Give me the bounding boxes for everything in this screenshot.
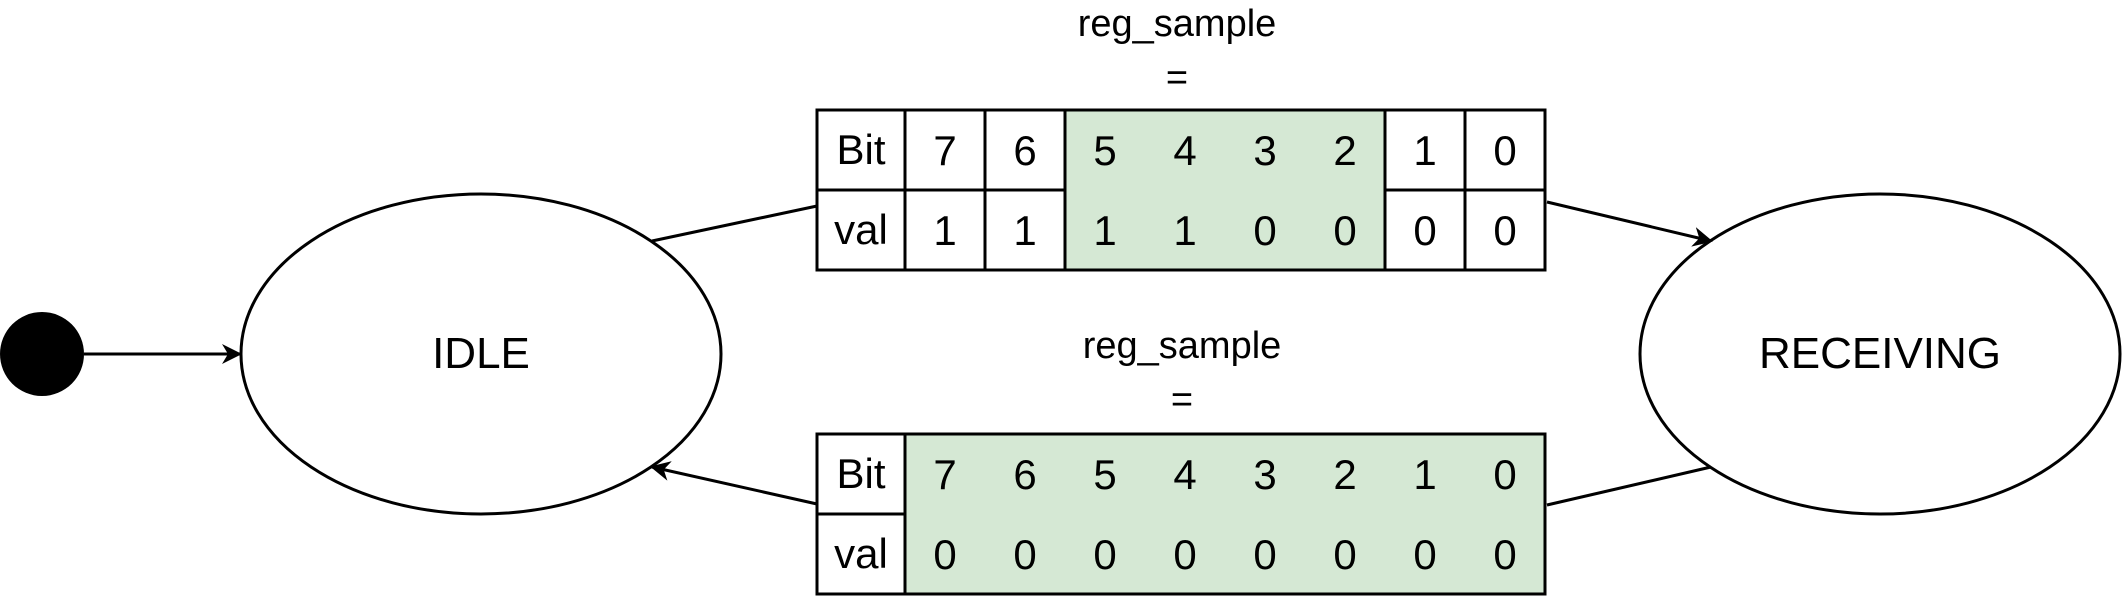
bottom-register-val-cell: 0 bbox=[1253, 531, 1276, 578]
top-register-bit-cell: 6 bbox=[1013, 127, 1036, 174]
top-register-bit-cell: 3 bbox=[1253, 127, 1276, 174]
bottom-register-row-header-val: val bbox=[834, 530, 888, 577]
state-idle: IDLE bbox=[239, 192, 723, 516]
top-register-row-header-bit: Bit bbox=[836, 126, 885, 173]
transition-table-to-idle-arrow bbox=[650, 461, 818, 506]
bottom-register-val-cell: 0 bbox=[933, 531, 956, 578]
bottom-register-val-cell: 0 bbox=[1333, 531, 1356, 578]
top-register-val-cell: 1 bbox=[1093, 207, 1116, 254]
top-register-highlight-block bbox=[1065, 110, 1385, 270]
top-register-val-cell: 1 bbox=[1013, 207, 1036, 254]
transition-receiving-to-table bbox=[1546, 465, 1712, 507]
top-register-val-cell: 0 bbox=[1253, 207, 1276, 254]
bottom-register-bit-cell: 2 bbox=[1333, 451, 1356, 498]
bottom-register-val-cell: 0 bbox=[1173, 531, 1196, 578]
transition-idle-to-table bbox=[651, 204, 818, 243]
top-register-bit-cell: 5 bbox=[1093, 127, 1116, 174]
top-register-val-cell: 1 bbox=[1173, 207, 1196, 254]
state-receiving: RECEIVING bbox=[1638, 192, 2122, 516]
state-idle-label: IDLE bbox=[432, 329, 530, 378]
bottom-register-equals: = bbox=[1171, 379, 1193, 421]
top-register-val-cell: 0 bbox=[1493, 207, 1516, 254]
bottom-register-table: Bit 7 6 5 4 3 2 1 0 val 0 0 0 0 0 0 0 0 bbox=[815, 432, 1547, 596]
bottom-register-name: reg_sample bbox=[1083, 325, 1282, 367]
bottom-register-bit-cell: 1 bbox=[1413, 451, 1436, 498]
bottom-register-val-cell: 0 bbox=[1013, 531, 1036, 578]
top-register-equals: = bbox=[1166, 57, 1188, 99]
top-register-table: Bit 7 6 5 4 3 2 1 0 val 1 1 1 1 0 0 0 0 bbox=[815, 108, 1547, 272]
bottom-register-bit-cell: 0 bbox=[1493, 451, 1516, 498]
top-register-name: reg_sample bbox=[1078, 3, 1277, 45]
top-register-row-header-val: val bbox=[834, 206, 888, 253]
bottom-register-bit-cell: 7 bbox=[933, 451, 956, 498]
bottom-register-val-cell: 0 bbox=[1093, 531, 1116, 578]
state-receiving-label: RECEIVING bbox=[1759, 329, 2001, 378]
initial-state-dot bbox=[0, 312, 84, 396]
bottom-register-bit-cell: 3 bbox=[1253, 451, 1276, 498]
transition-table-to-receiving-arrow bbox=[1546, 200, 1713, 247]
bottom-register-row-header-bit: Bit bbox=[836, 450, 885, 497]
top-register-bit-cell: 2 bbox=[1333, 127, 1356, 174]
bottom-register-bit-cell: 6 bbox=[1013, 451, 1036, 498]
top-register-bit-cell: 4 bbox=[1173, 127, 1196, 174]
top-register-bit-cell: 0 bbox=[1493, 127, 1516, 174]
top-register-bit-cell: 7 bbox=[933, 127, 956, 174]
bottom-register-highlight-block bbox=[905, 434, 1545, 594]
bottom-register-val-cell: 0 bbox=[1413, 531, 1436, 578]
bottom-register-bit-cell: 5 bbox=[1093, 451, 1116, 498]
top-register-val-cell: 0 bbox=[1413, 207, 1436, 254]
bottom-register-bit-cell: 4 bbox=[1173, 451, 1196, 498]
top-register-bit-cell: 1 bbox=[1413, 127, 1436, 174]
top-register-val-cell: 0 bbox=[1333, 207, 1356, 254]
top-register-val-cell: 1 bbox=[933, 207, 956, 254]
bottom-register-val-cell: 0 bbox=[1493, 531, 1516, 578]
